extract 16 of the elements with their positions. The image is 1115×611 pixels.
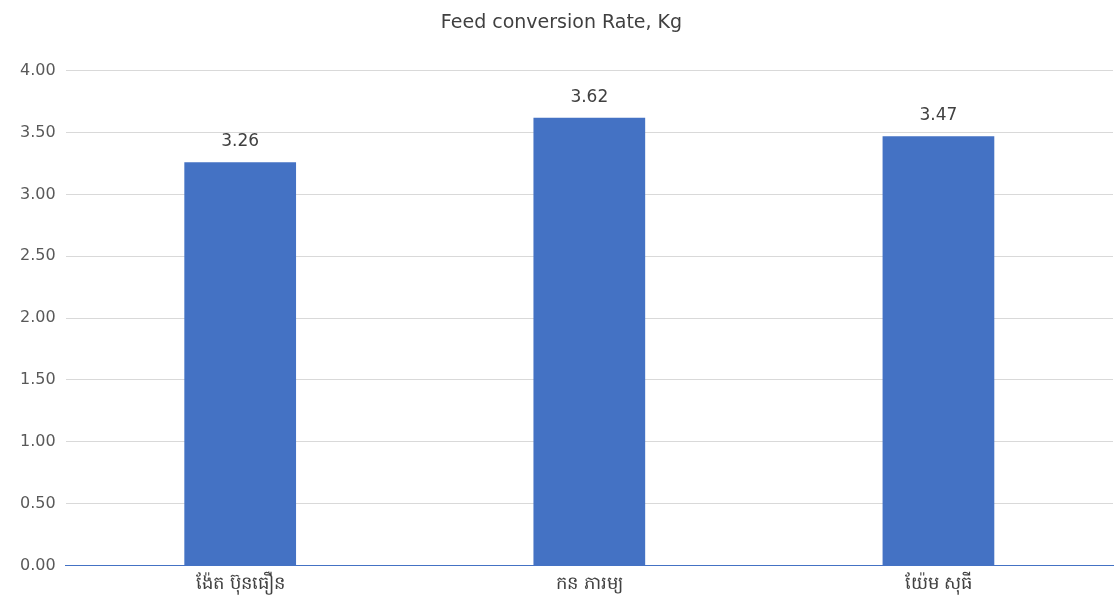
x-tick-label: ង៉ែត ប៊ុនធឿន (195, 570, 285, 595)
y-tick-label: 4.00 (20, 59, 56, 79)
y-tick-label: 2.50 (20, 245, 56, 265)
data-label: 3.62 (570, 85, 609, 106)
chart-title: Feed conversion Rate, Kg (440, 10, 683, 33)
data-label: 3.26 (221, 130, 260, 151)
x-tick-label: យ៉ែម សុធី (904, 570, 973, 595)
y-tick-label: 3.50 (20, 121, 56, 141)
x-tick-label: កន ភារម្យ (555, 571, 623, 594)
y-tick-label: 1.00 (20, 430, 56, 450)
data-label: 3.47 (919, 104, 958, 125)
y-tick-label: 2.00 (20, 307, 56, 327)
y-tick-label: 0.50 (20, 492, 56, 512)
y-tick-label: 1.50 (20, 369, 56, 389)
y-tick-label: 0.00 (20, 554, 56, 574)
y-tick-label: 3.00 (20, 183, 56, 203)
